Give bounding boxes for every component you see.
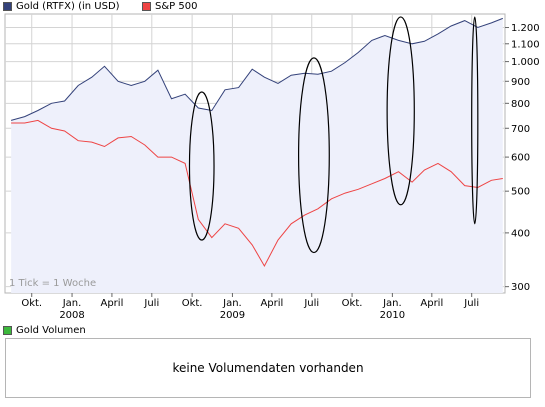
price-chart: 300 400 500 600 700 800 900 1.000 1.100 1.200 Okt.… xyxy=(4,13,540,321)
tick-note: 1 Tick = 1 Woche xyxy=(9,278,97,289)
gold-series-line xyxy=(10,17,503,121)
x-tick-label: Jan. xyxy=(222,298,242,309)
x-tick-label: April xyxy=(420,298,443,309)
legend-gold-label: Gold (RTFX) (in USD) xyxy=(16,1,120,12)
x-tick-label: April xyxy=(100,298,123,309)
y-tick-label: 1.100 xyxy=(511,39,540,50)
legend-item-gold: Gold (RTFX) (in USD) xyxy=(3,1,120,12)
volume-legend: Gold Volumen xyxy=(3,325,86,336)
highlight-ellipse xyxy=(188,91,215,241)
y-tick-label: 400 xyxy=(511,228,530,239)
volume-empty-message: keine Volumendaten vorhanden xyxy=(172,361,364,375)
y-tick-label: 1.000 xyxy=(511,57,540,68)
x-tick-label: Okt. xyxy=(21,298,42,309)
gold-area-fill xyxy=(11,18,503,294)
legend-item-sp500: S&P 500 xyxy=(142,1,197,12)
y-tick-label: 500 xyxy=(511,187,530,198)
highlight-ellipse xyxy=(386,16,415,206)
gold-swatch-icon xyxy=(3,2,12,11)
x-tick-label: Juli xyxy=(143,298,159,309)
volume-legend-label: Gold Volumen xyxy=(16,325,86,336)
volume-panel: keine Volumendaten vorhanden xyxy=(5,338,531,398)
y-tick-label: 1.200 xyxy=(511,23,540,34)
volume-swatch-icon xyxy=(3,326,12,335)
y-tick-label: 900 xyxy=(511,77,530,88)
x-year-label: 2010 xyxy=(380,310,405,321)
highlight-ellipse xyxy=(298,57,330,254)
y-tick-label: 300 xyxy=(511,282,530,293)
x-tick-label: Juli xyxy=(463,298,479,309)
sp500-swatch-icon xyxy=(142,2,151,11)
x-tick-label: Jan. xyxy=(382,298,402,309)
x-tick-label: Jan. xyxy=(62,298,82,309)
y-tick-label: 800 xyxy=(511,99,530,110)
sp500-series-line xyxy=(11,119,503,268)
x-tick-label: Okt. xyxy=(182,298,203,309)
x-year-label: 2008 xyxy=(59,310,84,321)
x-tick-label: Juli xyxy=(303,298,319,309)
legend-sp500-label: S&P 500 xyxy=(155,1,198,12)
y-tick-label: 600 xyxy=(511,153,530,164)
x-tick-label: Okt. xyxy=(342,298,363,309)
x-tick-label: April xyxy=(260,298,283,309)
y-tick-label: 700 xyxy=(511,124,530,135)
x-year-label: 2009 xyxy=(220,310,245,321)
highlight-ellipse xyxy=(471,16,479,225)
